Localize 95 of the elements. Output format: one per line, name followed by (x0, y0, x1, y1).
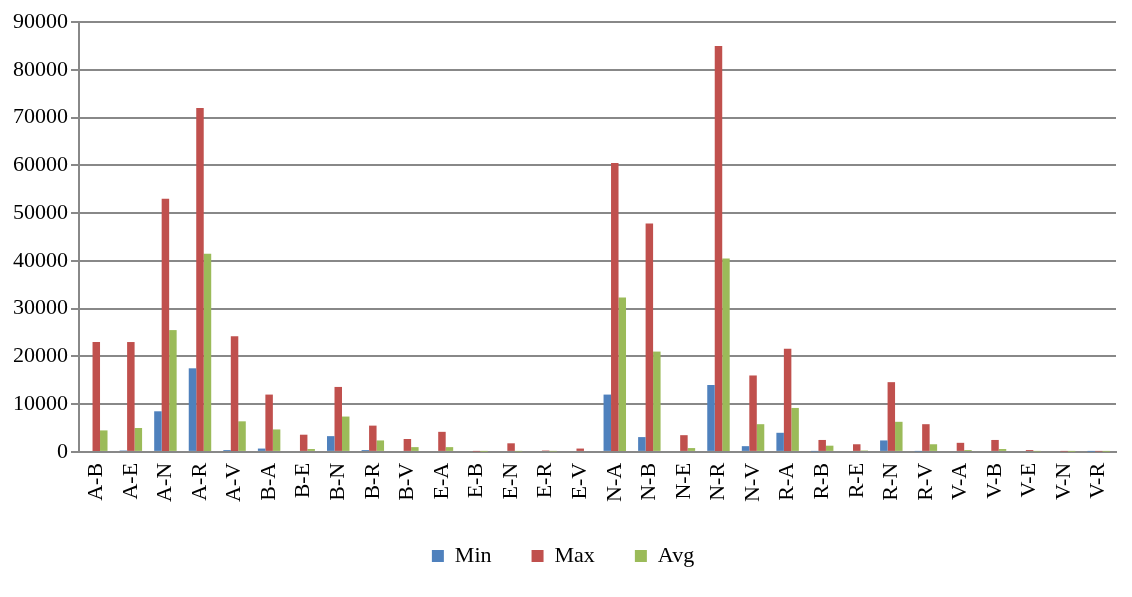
bar (680, 435, 688, 451)
bar (707, 385, 715, 451)
bar (507, 443, 515, 451)
bar (196, 107, 204, 451)
x-tick-label: A-R (185, 462, 211, 501)
bar (749, 375, 757, 451)
bar (445, 447, 454, 451)
bar (369, 425, 377, 451)
x-tick-label: V-N (1049, 462, 1075, 500)
x-tick-label: B-N (324, 462, 350, 501)
legend-label: Max (554, 541, 595, 567)
x-tick-label: N-R (704, 462, 730, 501)
bar (203, 253, 212, 451)
x-tick-label: R-N (877, 462, 903, 501)
bar (342, 416, 350, 451)
x-tick-label: A-E (116, 462, 142, 500)
x-tick-label: E-B (462, 462, 488, 499)
bar (722, 258, 730, 451)
bar (161, 198, 170, 451)
y-tick-label: 40000 (13, 246, 68, 272)
legend-label: Min (454, 541, 492, 567)
y-tick-label: 70000 (13, 103, 68, 129)
y-tick-label: 30000 (13, 294, 68, 320)
bar (956, 442, 965, 451)
bar (299, 434, 308, 451)
x-tick-label: N-A (600, 462, 626, 503)
bar (991, 439, 999, 451)
x-tick-label: N-V (738, 462, 764, 503)
bar (134, 428, 143, 451)
y-tick-label: 20000 (13, 342, 68, 368)
x-tick-label: B-V (393, 462, 419, 501)
bar (922, 424, 930, 451)
bar (327, 436, 335, 451)
x-tick-label: B-E (289, 462, 315, 499)
bar (756, 424, 765, 451)
bar (687, 448, 696, 451)
x-tick-label: N-B (635, 462, 661, 501)
bar (638, 437, 646, 451)
bar (154, 411, 162, 451)
x-tick-label: V-E (1015, 462, 1041, 498)
bar (230, 336, 239, 451)
x-tick-label: A-N (151, 462, 177, 503)
x-tick-label: A-V (220, 462, 246, 503)
bar (741, 446, 750, 451)
y-tick-label: 10000 (13, 389, 68, 415)
bar (411, 447, 419, 451)
bar (783, 348, 792, 451)
y-tick-label: 50000 (13, 198, 68, 224)
bar (887, 382, 896, 451)
x-tick-label: V-A (946, 462, 972, 500)
bar (645, 223, 654, 451)
x-tick-label: V-R (1084, 462, 1110, 499)
x-tick-label: R-A (773, 462, 799, 501)
y-tick-label: 80000 (13, 55, 68, 81)
bar (603, 394, 612, 451)
bar (618, 297, 627, 451)
bar (776, 432, 784, 451)
bar (853, 444, 861, 451)
y-tick-label: 60000 (13, 151, 68, 177)
bar (825, 445, 834, 451)
bar (100, 430, 108, 451)
bar (169, 330, 177, 451)
x-tick-label: E-R (531, 462, 557, 499)
bar (403, 439, 412, 451)
x-tick-label: R-E (842, 462, 868, 499)
bar (895, 421, 903, 451)
x-tick-label: R-V (911, 462, 937, 501)
bar (929, 444, 938, 451)
bar (818, 439, 826, 451)
x-tick-label: V-B (980, 462, 1006, 499)
bar (714, 45, 723, 451)
x-tick-label: A-B (82, 462, 108, 501)
y-tick-label: 90000 (13, 7, 68, 33)
x-tick-label: E-A (427, 462, 453, 500)
bar (272, 429, 281, 451)
x-tick-label: E-V (566, 462, 591, 500)
bar (653, 351, 661, 451)
bar (238, 421, 246, 451)
bar (188, 368, 197, 451)
bar (334, 386, 342, 451)
x-tick-label: E-N (496, 462, 522, 500)
x-tick-label: N-E (669, 462, 695, 500)
bar (265, 394, 273, 451)
y-tick-label: 0 (57, 437, 68, 463)
bar (791, 407, 799, 451)
x-tick-label: R-B (807, 462, 833, 500)
bar (376, 440, 385, 451)
x-tick-label: B-R (358, 462, 384, 500)
bar (611, 162, 619, 451)
bar (127, 342, 135, 451)
bar (880, 440, 888, 451)
bar (438, 431, 446, 451)
bar (92, 342, 101, 451)
x-tick-label: B-A (254, 462, 280, 501)
legend-label: Avg (657, 541, 695, 567)
